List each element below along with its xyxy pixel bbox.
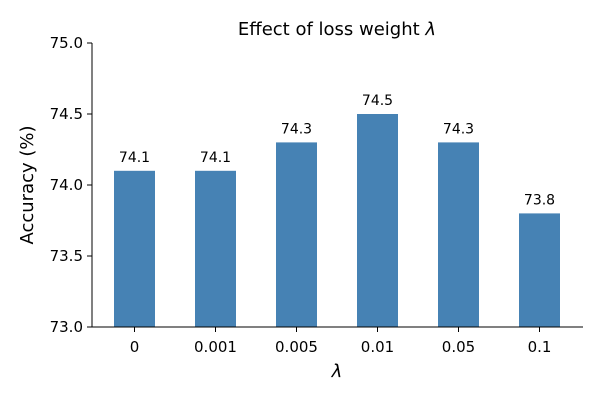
x-tick-label-0.05: 0.05	[442, 338, 475, 356]
bar-0.01	[357, 114, 398, 327]
bar-0.001	[195, 170, 236, 327]
x-ticks-group: 0 0.001 0.005 0.01 0.05 0.1	[130, 327, 552, 356]
bar-0.05	[438, 142, 479, 327]
data-labels-group: 74.1 74.1 74.3 74.5 74.3 73.8	[119, 93, 555, 208]
x-tick-label-0: 0	[130, 338, 140, 356]
x-tick-label-0.001: 0.001	[194, 338, 237, 356]
data-label-0.05: 74.3	[443, 121, 474, 137]
bar-0.1	[519, 213, 560, 327]
bar-0	[114, 170, 155, 327]
y-axis-title: Accuracy (%)	[17, 125, 38, 244]
y-tick-label-73.5: 73.5	[50, 247, 83, 265]
y-tick-label-73.0: 73.0	[50, 318, 83, 336]
x-axis-title: λ	[331, 361, 343, 382]
y-tick-label-74.5: 74.5	[50, 105, 83, 123]
data-label-0.01: 74.5	[362, 93, 393, 109]
bar-0.005	[276, 142, 317, 327]
data-label-0.005: 74.3	[281, 121, 312, 137]
x-tick-label-0.01: 0.01	[361, 338, 394, 356]
y-tick-label-74.0: 74.0	[50, 176, 83, 194]
data-label-0.001: 74.1	[200, 150, 231, 166]
y-tick-label-75.0: 75.0	[50, 34, 83, 52]
y-ticks-group: 73.0 73.5 74.0 74.5 75.0	[50, 34, 92, 336]
x-tick-label-0.005: 0.005	[275, 338, 318, 356]
x-tick-label-0.1: 0.1	[528, 338, 552, 356]
chart-title: Effect of loss weight λ	[238, 19, 436, 40]
bars-group	[114, 114, 560, 327]
data-label-0.1: 73.8	[524, 192, 555, 208]
data-label-0: 74.1	[119, 150, 150, 166]
